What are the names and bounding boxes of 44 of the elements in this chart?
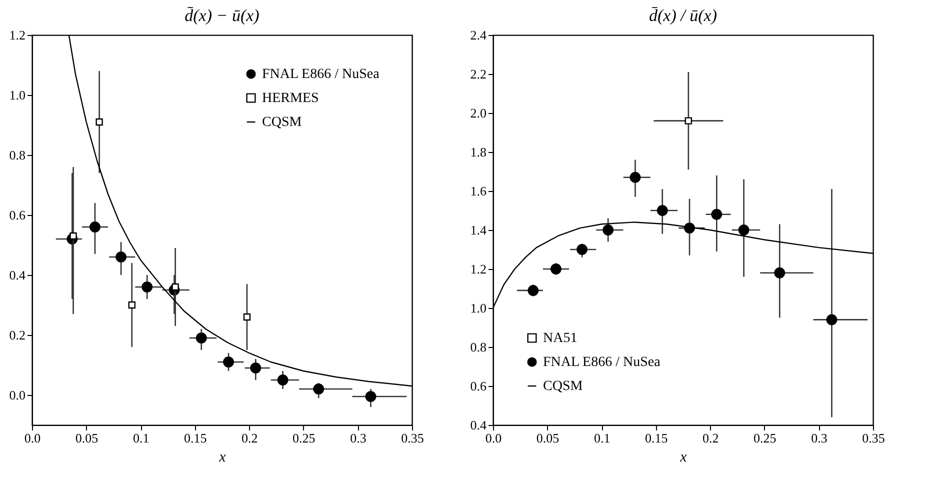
x-tick-label: 0.2 [702, 430, 719, 446]
x-tick-label: 0.1 [594, 430, 610, 446]
y-tick-label: 0.8 [470, 340, 486, 354]
x-tick-label: 0.05 [75, 430, 98, 446]
x-tick-label: 0.0 [24, 430, 41, 446]
legend-label: CQSM [543, 379, 584, 394]
y-tick-label: 0.6 [9, 208, 26, 222]
x-tick-label: 0.15 [644, 430, 668, 446]
y-tick-label: 0.6 [470, 378, 487, 394]
y-tick-label: 2.2 [470, 66, 486, 82]
y-tick-label: 0.8 [9, 148, 26, 162]
y-tick-label: 1.2 [470, 262, 486, 276]
y-tick-label: 0.2 [9, 328, 26, 342]
legend-label: FNAL E866 / NuSea [543, 355, 662, 370]
x-tick-label: 0.1 [132, 430, 150, 446]
legend-label: HERMES [262, 91, 319, 106]
y-tick-label: 1.4 [470, 222, 487, 238]
y-tick-label: 1.0 [9, 88, 26, 102]
y-tick-label: 1.8 [470, 144, 486, 160]
x-tick-label: 0.3 [350, 430, 366, 446]
y-tick-label: 2.4 [470, 28, 487, 42]
x-tick-label: 0.25 [292, 430, 316, 446]
x-tick-label: 0.05 [536, 430, 560, 446]
legend-label: CQSM [262, 115, 302, 130]
x-tick-label: 0.35 [401, 430, 424, 446]
y-tick-label: 0.0 [9, 388, 26, 402]
x-tick-label: 0.2 [242, 430, 258, 446]
x-tick-label: 0.3 [811, 430, 828, 446]
y-tick-label: 2.0 [470, 106, 486, 120]
x-tick-label: 0.35 [862, 430, 885, 446]
legend-label: FNAL E866 / NuSea [262, 67, 380, 82]
chart-title: d̄(x) / ū(x) [649, 6, 718, 25]
legend-label: NA51 [543, 331, 578, 346]
x-tick-label: 0.0 [485, 430, 502, 446]
y-tick-label: 0.4 [9, 268, 26, 282]
x-tick-label: 0.15 [184, 430, 207, 446]
x-axis-title: x [679, 450, 688, 466]
x-tick-label: 0.25 [754, 430, 776, 446]
y-tick-label: 0.4 [470, 418, 487, 432]
chart-title: d̄(x) − ū(x) [184, 6, 260, 25]
x-axis-title: x [218, 450, 226, 466]
y-tick-label: 1.0 [470, 300, 486, 316]
y-tick-label: 1.2 [9, 28, 26, 42]
y-tick-label: 1.6 [470, 184, 487, 198]
